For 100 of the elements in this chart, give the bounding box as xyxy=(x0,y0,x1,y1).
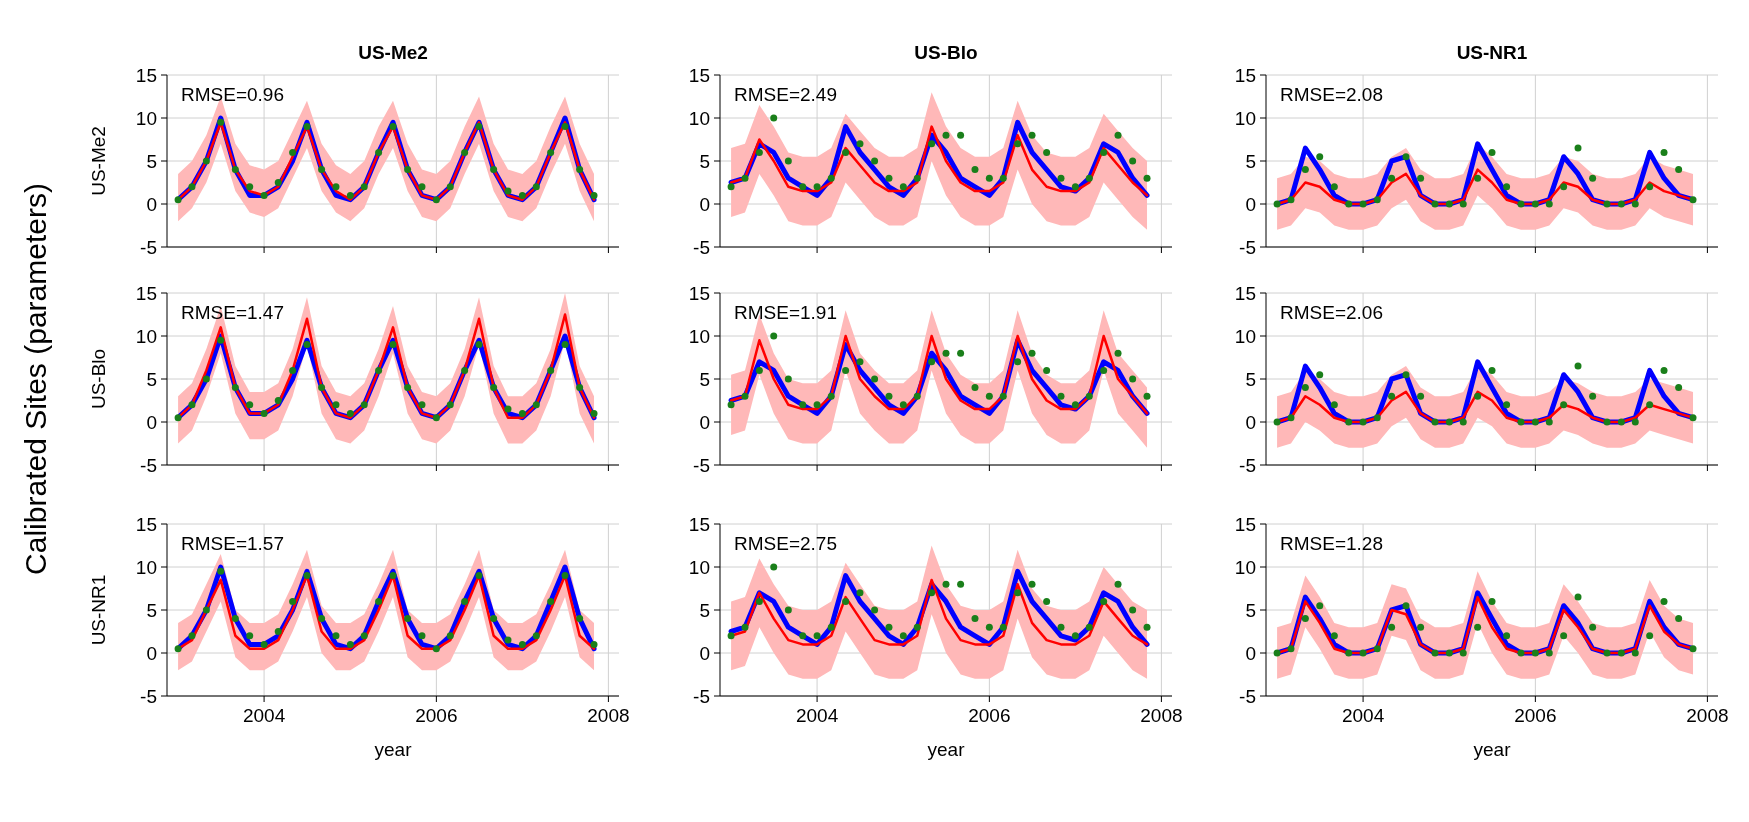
point xyxy=(1071,632,1079,640)
point xyxy=(490,615,498,623)
point xyxy=(174,196,182,204)
point xyxy=(1660,597,1668,605)
point xyxy=(1560,401,1568,409)
point xyxy=(1114,580,1122,588)
point xyxy=(576,615,584,623)
point xyxy=(1129,375,1137,383)
point xyxy=(1517,200,1525,208)
point xyxy=(1301,615,1309,623)
point xyxy=(1028,580,1036,588)
point xyxy=(1359,200,1367,208)
x-axis-title: year xyxy=(1473,739,1512,760)
y-tick-label: 10 xyxy=(1234,325,1256,347)
point xyxy=(842,597,850,605)
point xyxy=(755,148,763,156)
annotation: RMSE=2.08 xyxy=(1280,84,1383,105)
point xyxy=(432,414,440,422)
point xyxy=(1287,414,1295,422)
point xyxy=(727,401,735,409)
y-tick-label: 5 xyxy=(699,150,710,172)
point xyxy=(418,632,426,640)
point xyxy=(799,183,807,191)
point xyxy=(1071,401,1079,409)
point xyxy=(1517,418,1525,426)
point xyxy=(899,632,907,640)
point xyxy=(913,623,921,631)
y-tick-label: -5 xyxy=(693,236,710,258)
point xyxy=(1359,649,1367,657)
point xyxy=(813,401,821,409)
y-tick-label: 5 xyxy=(1245,150,1256,172)
point xyxy=(999,623,1007,631)
x-tick-label: 2008 xyxy=(1140,705,1183,726)
point xyxy=(1689,196,1697,204)
y-tick-label: 10 xyxy=(688,325,710,347)
point xyxy=(1373,645,1381,653)
point xyxy=(432,645,440,653)
point xyxy=(389,123,397,131)
x-tick-label: 2008 xyxy=(1686,705,1729,726)
point xyxy=(231,615,239,623)
point xyxy=(389,572,397,580)
point xyxy=(504,405,512,413)
point xyxy=(1143,174,1151,182)
point xyxy=(231,384,239,392)
point xyxy=(813,183,821,191)
point xyxy=(375,366,383,374)
point xyxy=(1603,200,1611,208)
point xyxy=(842,148,850,156)
y-tick-label: 0 xyxy=(146,411,157,433)
point xyxy=(1617,649,1625,657)
y-tick-label: 10 xyxy=(1234,556,1256,578)
point xyxy=(260,640,268,648)
point xyxy=(375,597,383,605)
point xyxy=(971,615,979,623)
point xyxy=(1488,366,1496,374)
point xyxy=(1057,623,1065,631)
y-tick-label: -5 xyxy=(1239,685,1256,707)
point xyxy=(784,157,792,165)
y-tick-label: 10 xyxy=(135,107,157,129)
x-tick-label: 2004 xyxy=(795,705,839,726)
point xyxy=(318,384,326,392)
point xyxy=(1143,623,1151,631)
point xyxy=(1388,623,1396,631)
x-tick-label: 2006 xyxy=(415,705,458,726)
point xyxy=(799,401,807,409)
point xyxy=(188,632,196,640)
point xyxy=(446,632,454,640)
point xyxy=(561,572,569,580)
point xyxy=(1402,602,1410,610)
point xyxy=(999,392,1007,400)
point xyxy=(1574,362,1582,370)
point xyxy=(231,166,239,174)
point xyxy=(1660,366,1668,374)
y-tick-label: 15 xyxy=(688,64,710,86)
y-tick-label: 5 xyxy=(146,150,157,172)
point xyxy=(547,148,555,156)
point xyxy=(770,114,778,122)
point xyxy=(518,409,526,417)
point xyxy=(446,401,454,409)
point xyxy=(1531,200,1539,208)
point xyxy=(446,183,454,191)
point xyxy=(1417,392,1425,400)
point xyxy=(1287,645,1295,653)
point xyxy=(518,191,526,199)
point xyxy=(942,580,950,588)
point xyxy=(755,366,763,374)
point xyxy=(217,336,225,344)
y-tick-label: -5 xyxy=(140,454,157,476)
point xyxy=(1631,200,1639,208)
point xyxy=(561,341,569,349)
point xyxy=(1014,589,1022,597)
y-tick-label: -5 xyxy=(140,685,157,707)
point xyxy=(1689,414,1697,422)
point xyxy=(1431,649,1439,657)
point xyxy=(1545,418,1553,426)
point xyxy=(518,640,526,648)
point xyxy=(1287,196,1295,204)
point xyxy=(1100,366,1108,374)
point xyxy=(1631,649,1639,657)
point xyxy=(1488,597,1496,605)
